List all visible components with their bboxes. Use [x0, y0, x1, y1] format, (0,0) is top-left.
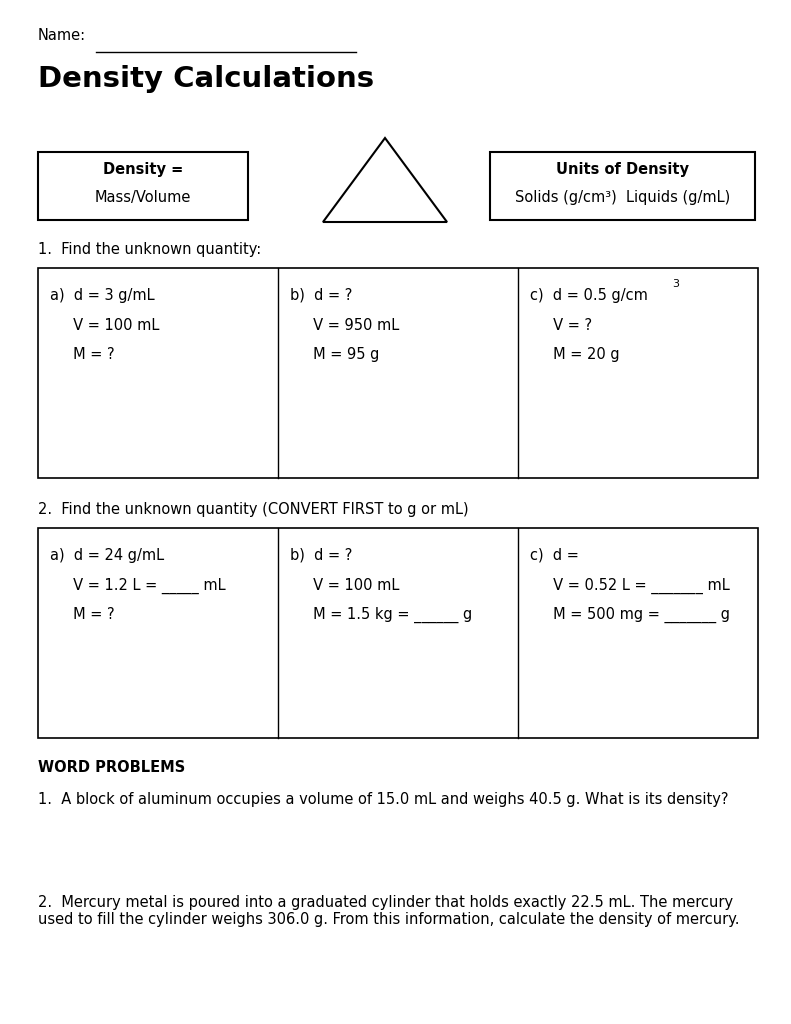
- Text: a)  d = 24 g/mL: a) d = 24 g/mL: [50, 548, 164, 563]
- Text: Density Calculations: Density Calculations: [38, 65, 374, 93]
- Text: 3: 3: [672, 279, 679, 289]
- Text: V = 100 mL: V = 100 mL: [50, 317, 159, 333]
- Text: M = 20 g: M = 20 g: [530, 347, 619, 362]
- Polygon shape: [323, 138, 447, 222]
- Text: Name:: Name:: [38, 28, 86, 43]
- FancyBboxPatch shape: [38, 268, 758, 478]
- Text: V = 1.2 L = _____ mL: V = 1.2 L = _____ mL: [50, 578, 225, 594]
- Text: 1.  Find the unknown quantity:: 1. Find the unknown quantity:: [38, 242, 261, 257]
- Text: V = 0.52 L = _______ mL: V = 0.52 L = _______ mL: [530, 578, 730, 594]
- Text: WORD PROBLEMS: WORD PROBLEMS: [38, 760, 185, 775]
- Text: 2.  Mercury metal is poured into a graduated cylinder that holds exactly 22.5 mL: 2. Mercury metal is poured into a gradua…: [38, 895, 740, 928]
- Text: c)  d = 0.5 g/cm: c) d = 0.5 g/cm: [530, 288, 648, 303]
- Text: a)  d = 3 g/mL: a) d = 3 g/mL: [50, 288, 154, 303]
- Text: Density =: Density =: [103, 162, 184, 177]
- FancyBboxPatch shape: [38, 528, 758, 738]
- Text: V = ?: V = ?: [530, 317, 592, 333]
- Text: M = 95 g: M = 95 g: [290, 347, 380, 362]
- Text: 1.  A block of aluminum occupies a volume of 15.0 mL and weighs 40.5 g. What is : 1. A block of aluminum occupies a volume…: [38, 792, 729, 807]
- Text: b)  d = ?: b) d = ?: [290, 548, 352, 563]
- Text: Solids (g/cm³)  Liquids (g/mL): Solids (g/cm³) Liquids (g/mL): [515, 190, 730, 205]
- Text: 2.  Find the unknown quantity (CONVERT FIRST to g or mL): 2. Find the unknown quantity (CONVERT FI…: [38, 502, 468, 517]
- Text: M = 1.5 kg = ______ g: M = 1.5 kg = ______ g: [290, 607, 472, 624]
- Text: M = 500 mg = _______ g: M = 500 mg = _______ g: [530, 607, 730, 624]
- Text: M = ?: M = ?: [50, 607, 115, 622]
- Text: c)  d =: c) d =: [530, 548, 579, 563]
- Text: V = 950 mL: V = 950 mL: [290, 317, 399, 333]
- Text: M = ?: M = ?: [50, 347, 115, 362]
- Text: Mass/Volume: Mass/Volume: [95, 190, 191, 205]
- Text: V = 100 mL: V = 100 mL: [290, 578, 399, 593]
- FancyBboxPatch shape: [490, 152, 755, 220]
- Text: b)  d = ?: b) d = ?: [290, 288, 352, 303]
- Text: Units of Density: Units of Density: [556, 162, 689, 177]
- FancyBboxPatch shape: [38, 152, 248, 220]
